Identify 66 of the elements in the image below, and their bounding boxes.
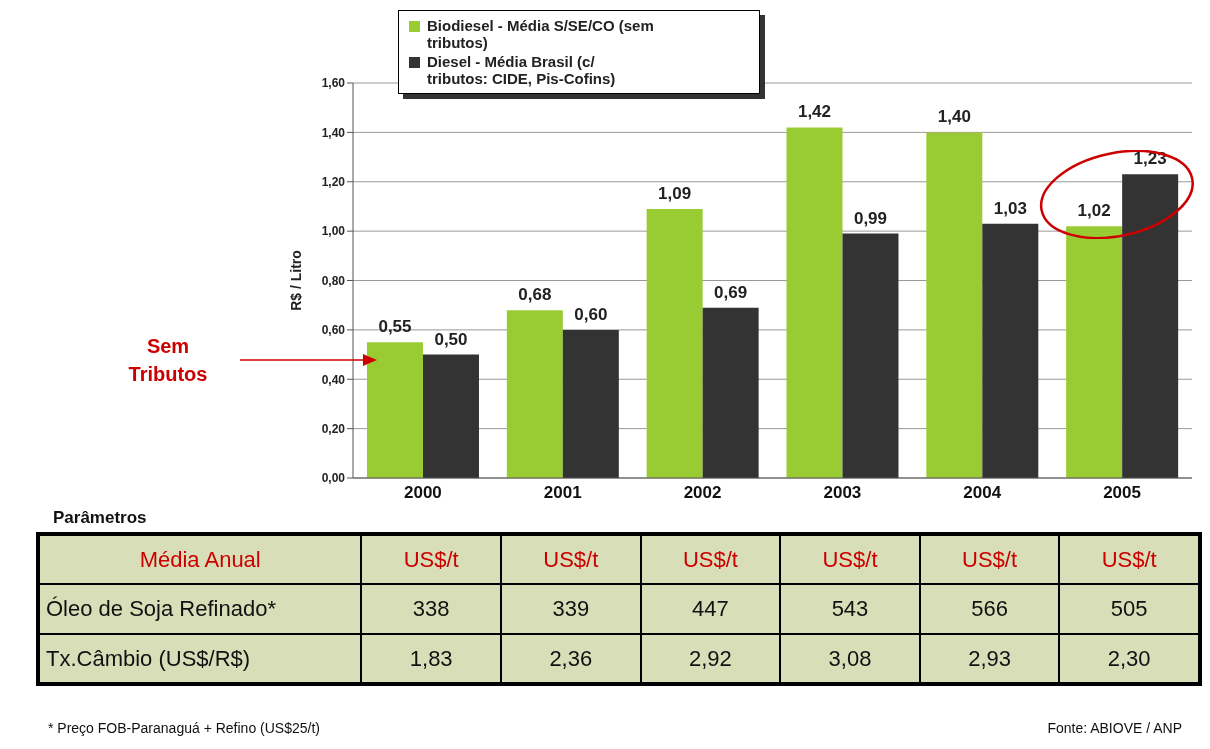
x-tick-label: 2002 <box>683 483 722 503</box>
y-tick-label: 1,60 <box>321 76 346 91</box>
data-label: 0,60 <box>574 304 608 324</box>
category-label: Média Anual <box>139 546 261 572</box>
text: Parâmetros <box>53 508 147 528</box>
text: 543 <box>831 596 869 621</box>
data-label: 1,40 <box>937 107 971 127</box>
legend-label: Biodiesel - Média S/SE/CO (sem tributos) <box>427 17 655 51</box>
text: 447 <box>692 596 729 621</box>
data-label: 1,03 <box>993 198 1027 218</box>
text: Sem Tributos <box>127 333 209 387</box>
text: 566 <box>971 596 1008 621</box>
y-axis-title: R$ / Litro <box>287 250 304 311</box>
data-label: 0,69 <box>714 282 748 302</box>
bar <box>562 329 619 478</box>
text: 2,92 <box>688 645 732 671</box>
bar <box>422 354 479 478</box>
legend-label: Diesel - Média Brasil (c/ tributos: CIDE, Pis-Cofins) <box>427 53 617 87</box>
bar <box>366 342 423 478</box>
text: 1,83 <box>409 645 453 671</box>
text: 2,36 <box>549 645 593 671</box>
x-tick-label: 2003 <box>823 483 862 503</box>
text: US$/t <box>1101 546 1157 572</box>
bar <box>1066 226 1123 478</box>
y-tick-label: 0,80 <box>321 273 346 288</box>
text: 2,93 <box>968 645 1011 671</box>
text: US$/t <box>822 546 878 572</box>
data-label: 0,50 <box>434 329 468 349</box>
x-tick-label: 2001 <box>543 483 582 503</box>
bar <box>786 127 843 478</box>
text: US$/t <box>543 546 599 572</box>
text: 338 <box>412 596 450 621</box>
bar <box>702 307 759 478</box>
x-tick-label: 2000 <box>404 483 442 503</box>
text: US$/t <box>682 546 738 572</box>
y-tick-label: 0,40 <box>321 372 346 387</box>
x-tick-label: 2005 <box>1103 483 1141 503</box>
data-label: 0,99 <box>853 208 888 228</box>
bar <box>646 208 703 478</box>
bar <box>926 132 983 478</box>
bar <box>842 233 899 478</box>
data-label: 0,55 <box>378 317 412 337</box>
category-label: Tx.Câmbio (US$/R$) <box>46 645 251 671</box>
y-tick-label: 0,00 <box>321 471 346 486</box>
text: US$/t <box>962 546 1018 572</box>
y-tick-label: 0,60 <box>321 323 346 338</box>
category-label: Óleo de Soja Refinado* <box>46 596 276 621</box>
data-label: 1,02 <box>1077 201 1111 221</box>
y-tick-label: 1,20 <box>321 175 346 190</box>
source-note: Fonte: ABIOVE / ANP <box>1047 720 1182 736</box>
data-label: 0,68 <box>518 285 552 305</box>
bar <box>506 310 563 478</box>
y-tick-label: 0,20 <box>321 421 346 436</box>
y-tick-label: 1,40 <box>321 125 346 140</box>
y-tick-label: 1,00 <box>321 224 346 239</box>
text: * Preço FOB-Paranaguá + Refino (US$25/t) <box>48 720 320 736</box>
data-label: 1,42 <box>797 102 832 122</box>
data-label: 1,09 <box>658 183 692 203</box>
text: 505 <box>1110 596 1148 621</box>
x-tick-label: 2004 <box>963 483 1002 503</box>
bar <box>982 223 1039 478</box>
text: 2,30 <box>1107 645 1151 671</box>
text: US$/t <box>403 546 459 572</box>
text: 3,08 <box>828 645 872 671</box>
text: 339 <box>552 596 590 621</box>
bar <box>1122 174 1179 478</box>
